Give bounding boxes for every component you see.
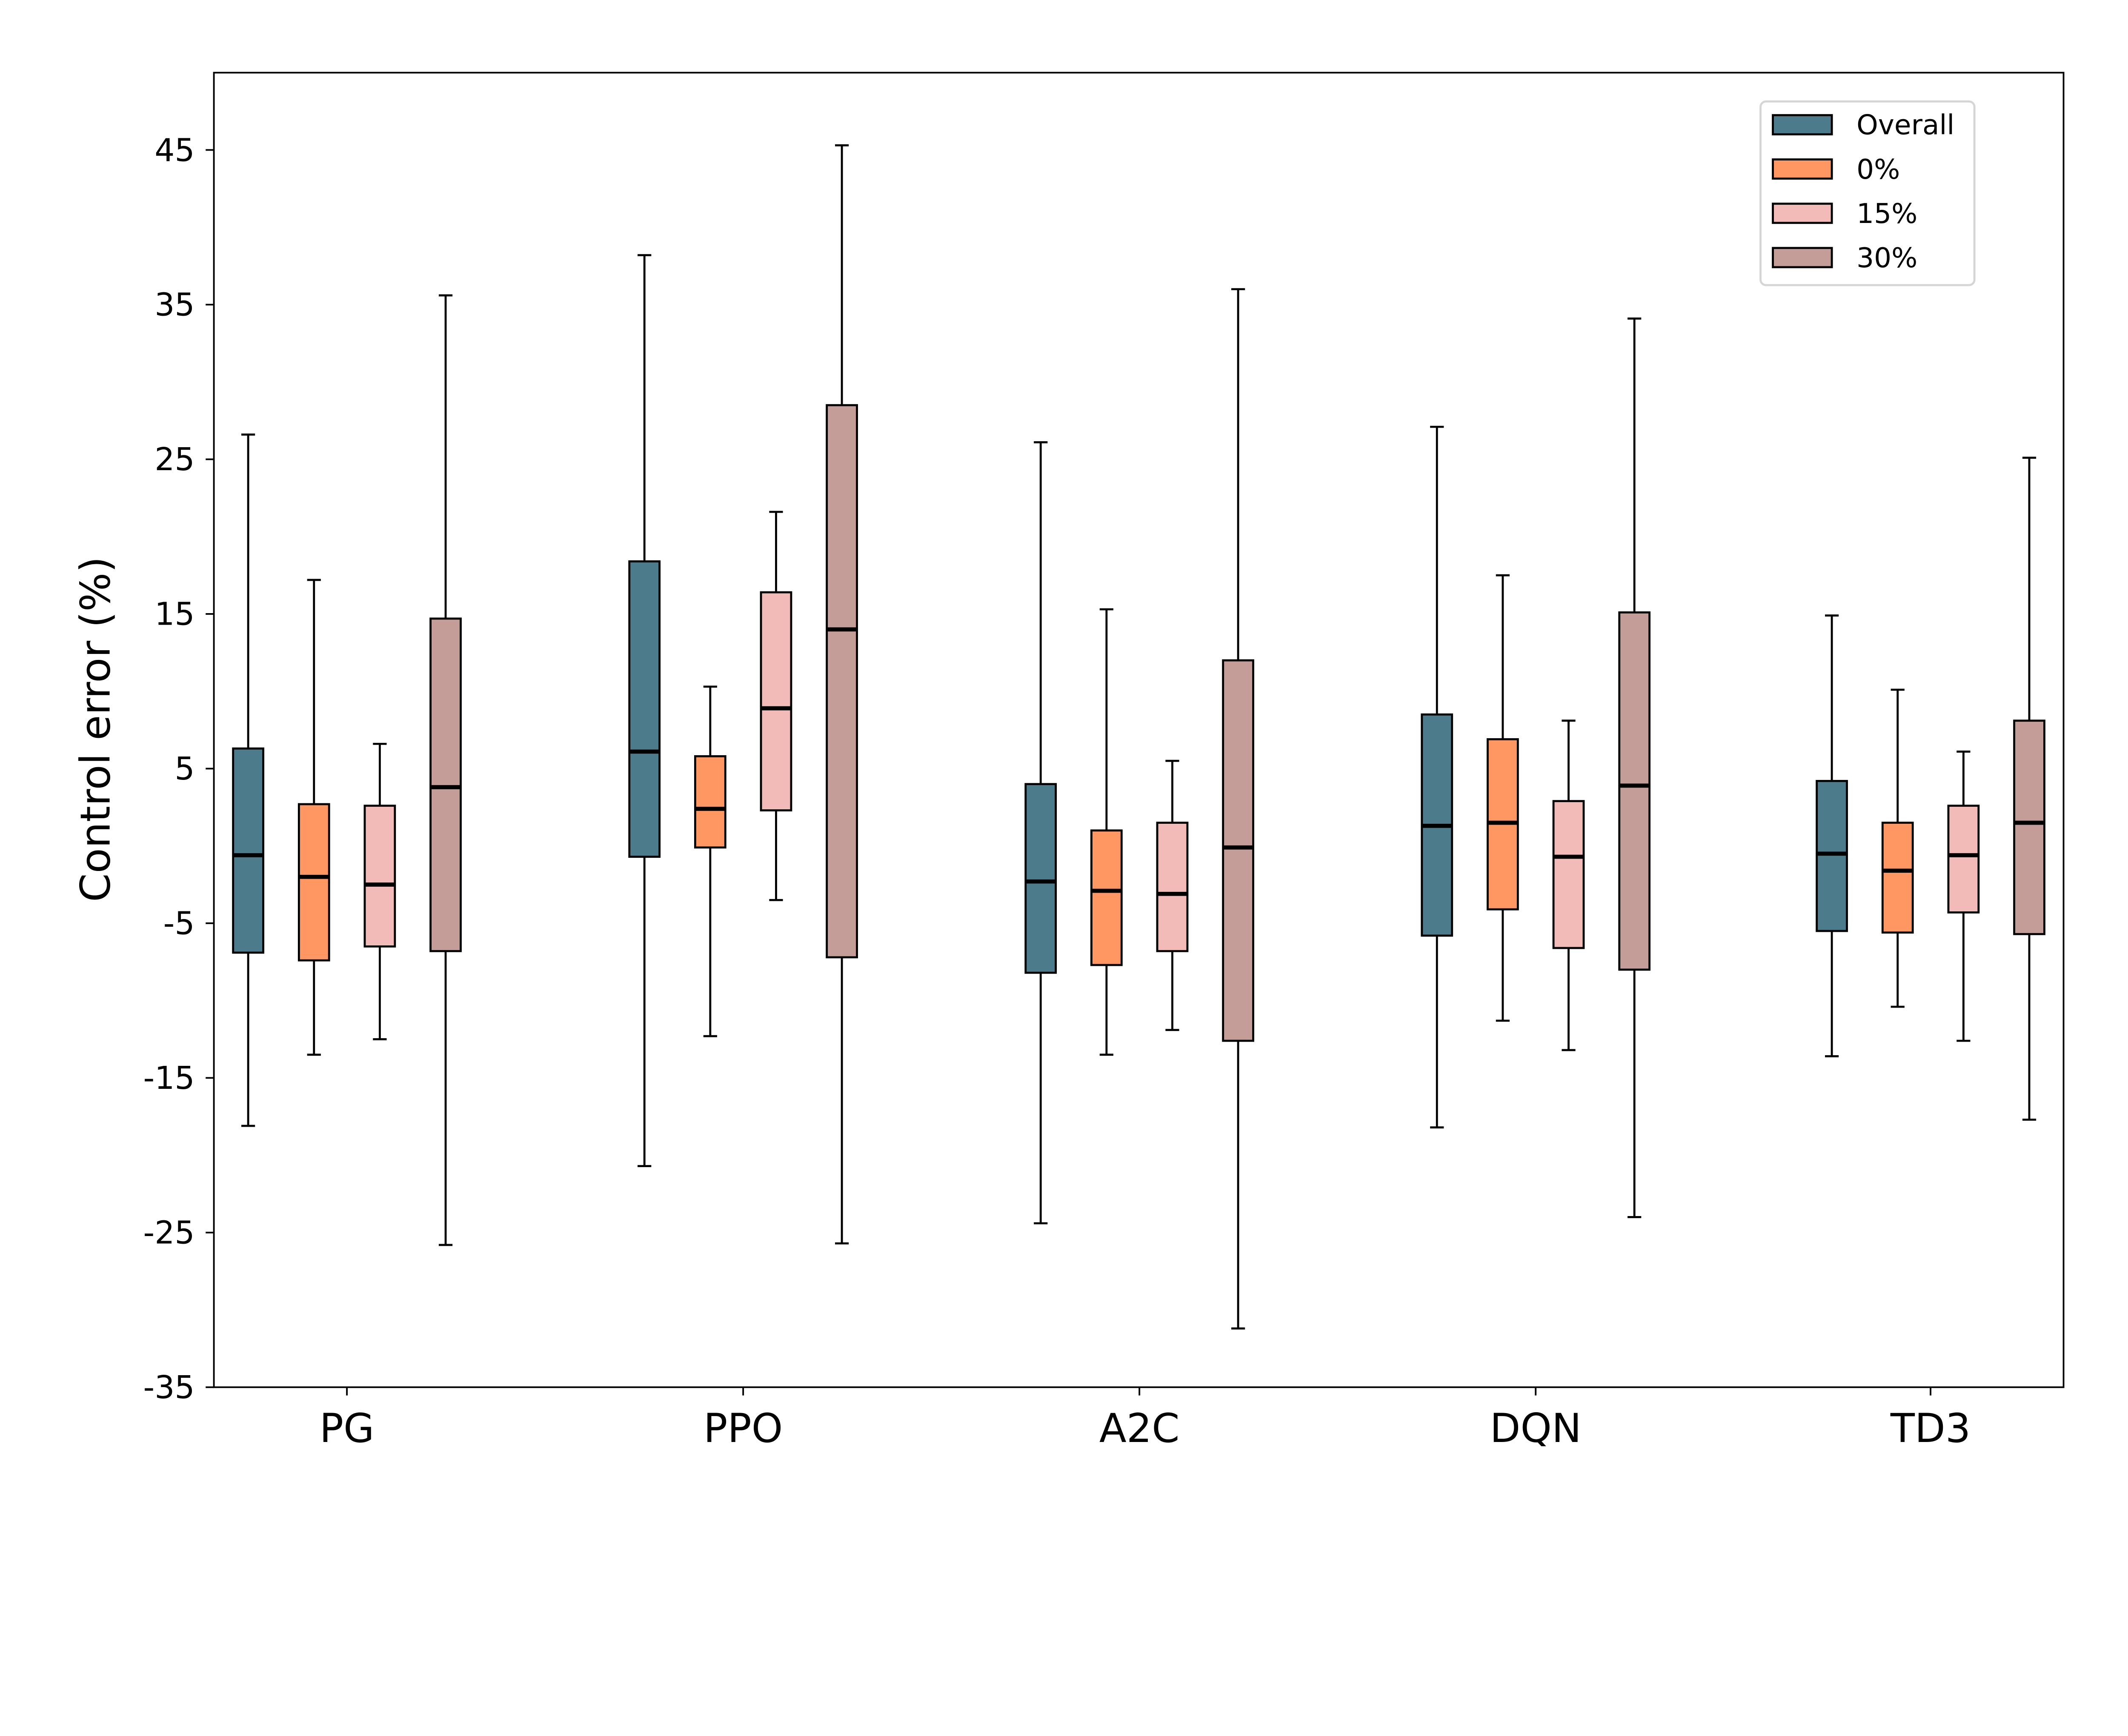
box-td3-overall [1816, 614, 1848, 1057]
x-tick-label-ppo: PPO [704, 1405, 783, 1446]
box-pg-0pct [297, 579, 330, 1056]
legend: Overall 0% 15% 30% [1759, 100, 1976, 286]
box-pg-overall [232, 433, 264, 1127]
box [1024, 783, 1057, 974]
box-dqn-0pct [1487, 574, 1519, 1022]
y-tick-label: 45 [154, 132, 194, 168]
legend-label: 0% [1856, 154, 1900, 186]
box [1552, 800, 1585, 949]
box-a2c-15pct [1156, 760, 1189, 1031]
legend-swatch [1772, 114, 1833, 136]
y-tick-label: 15 [154, 596, 194, 633]
box-dqn-overall [1421, 425, 1453, 1129]
box-dqn-30pct [1618, 317, 1651, 1218]
box [760, 591, 792, 811]
box [628, 560, 661, 858]
box [1947, 805, 1980, 914]
box [429, 617, 462, 952]
legend-label: Overall [1856, 109, 1954, 141]
box [363, 805, 396, 948]
legend-item-30pct: 30% [1772, 242, 1917, 274]
box [826, 404, 858, 959]
box-ppo-overall [628, 254, 661, 1167]
box-td3-0pct [1881, 688, 1914, 1008]
plot-area: 45 35 25 15 5 -5 -15 -25 -35 PG PPO A2C DQN TD3 [143, 71, 2065, 1446]
y-tick-label: -15 [143, 1060, 194, 1096]
box-a2c-30pct [1222, 288, 1255, 1330]
box-a2c-overall [1024, 441, 1057, 1225]
box-pg-15pct [363, 742, 396, 1040]
legend-swatch [1772, 158, 1833, 180]
box-td3-30pct [2013, 457, 2045, 1121]
box-td3-15pct [1947, 750, 1980, 1042]
box-a2c-0pct [1090, 608, 1123, 1056]
x-tick-label-td3: TD3 [1890, 1405, 1971, 1446]
legend-swatch [1772, 203, 1833, 224]
box [232, 747, 264, 954]
box-dqn-15pct [1552, 720, 1585, 1051]
box [1090, 829, 1123, 966]
box-pg-30pct [429, 294, 462, 1246]
y-tick-label: 35 [154, 287, 194, 323]
box [1816, 780, 1848, 932]
y-tick-label: 25 [154, 441, 194, 478]
legend-item-15pct: 15% [1772, 198, 1917, 230]
legend-frame [1759, 100, 1976, 286]
legend-label: 15% [1856, 198, 1917, 230]
box [297, 803, 330, 962]
box [1222, 659, 1255, 1042]
y-tick-label: -25 [143, 1215, 194, 1251]
box [694, 755, 726, 849]
box [2013, 720, 2045, 935]
box [1881, 822, 1914, 934]
box-ppo-30pct [826, 144, 858, 1245]
box [1156, 822, 1189, 952]
legend-label: 30% [1856, 242, 1917, 274]
x-tick-label-pg: PG [320, 1405, 375, 1446]
box [1618, 611, 1651, 971]
y-tick-label: -5 [163, 905, 195, 942]
x-tick-label-dqn: DQN [1490, 1405, 1582, 1446]
legend-item-overall: Overall [1772, 109, 1954, 141]
y-tick-label: -35 [143, 1369, 194, 1406]
box-ppo-15pct [760, 511, 792, 901]
box-ppo-0pct [694, 685, 726, 1037]
box-plot-chart: 45 35 25 15 5 -5 -15 -25 -35 PG PPO A2C DQN TD3 Contr… [72, 71, 2065, 1446]
legend-item-0pct: 0% [1772, 154, 1900, 186]
x-tick-label-a2c: A2C [1099, 1405, 1180, 1446]
legend-swatch [1772, 247, 1833, 268]
y-axis-label: Control error (%) [72, 557, 120, 902]
y-tick-label: 5 [174, 751, 194, 787]
